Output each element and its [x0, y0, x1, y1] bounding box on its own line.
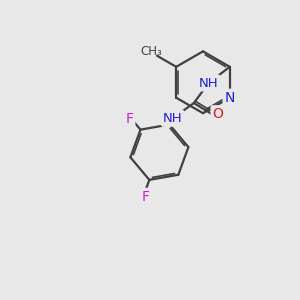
- Text: O: O: [213, 107, 224, 121]
- Text: F: F: [125, 112, 134, 126]
- Text: F: F: [141, 190, 149, 204]
- Text: NH: NH: [163, 112, 182, 125]
- Text: CH₃: CH₃: [141, 45, 162, 58]
- Text: NH: NH: [199, 76, 218, 89]
- Text: N: N: [225, 91, 235, 105]
